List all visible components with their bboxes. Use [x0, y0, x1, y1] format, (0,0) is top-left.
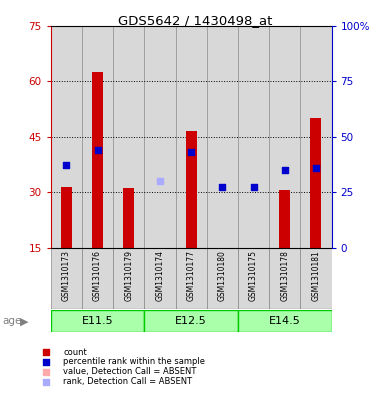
Point [94, 147, 101, 153]
Bar [176, 26, 207, 248]
Text: age: age [2, 316, 21, 326]
Bar [113, 248, 144, 309]
Bar [157, 248, 163, 250]
Bar [186, 131, 197, 248]
Point [219, 184, 225, 190]
Point [43, 359, 49, 365]
Bar [238, 248, 269, 309]
Bar [144, 248, 176, 309]
Text: GSM1310175: GSM1310175 [249, 250, 258, 301]
Bar [144, 310, 238, 332]
Bar [61, 187, 72, 248]
Bar [113, 26, 144, 248]
Text: count: count [64, 347, 87, 356]
Text: GSM1310179: GSM1310179 [124, 250, 133, 301]
Bar [123, 188, 134, 248]
Bar [82, 248, 113, 309]
Text: E14.5: E14.5 [269, 316, 301, 326]
Bar [300, 26, 332, 248]
Bar [176, 248, 207, 309]
Text: GSM1310180: GSM1310180 [218, 250, 227, 301]
Bar [144, 26, 176, 248]
Text: GSM1310173: GSM1310173 [62, 250, 71, 301]
Text: GSM1310178: GSM1310178 [280, 250, 289, 301]
Point [250, 184, 257, 190]
Point [313, 165, 319, 171]
Bar [269, 248, 300, 309]
Text: E11.5: E11.5 [82, 316, 113, 326]
Point [188, 149, 194, 155]
Point [43, 379, 49, 385]
Point [282, 167, 288, 173]
Bar [279, 190, 290, 248]
Bar [207, 26, 238, 248]
Text: rank, Detection Call = ABSENT: rank, Detection Call = ABSENT [64, 377, 193, 386]
Point [43, 349, 49, 355]
Text: GSM1310177: GSM1310177 [186, 250, 196, 301]
Bar [251, 248, 256, 251]
Bar [51, 310, 144, 332]
Point [157, 178, 163, 184]
Text: GDS5642 / 1430498_at: GDS5642 / 1430498_at [118, 14, 272, 27]
Text: GSM1310174: GSM1310174 [155, 250, 165, 301]
Bar [269, 26, 300, 248]
Bar [238, 310, 332, 332]
Bar [51, 26, 82, 248]
Bar [207, 248, 238, 309]
Bar [51, 248, 82, 309]
Text: GSM1310176: GSM1310176 [93, 250, 102, 301]
Point [43, 369, 49, 375]
Text: value, Detection Call = ABSENT: value, Detection Call = ABSENT [64, 367, 197, 376]
Bar [300, 248, 332, 309]
Text: ▶: ▶ [20, 316, 29, 326]
Text: percentile rank within the sample: percentile rank within the sample [64, 358, 206, 366]
Bar [92, 72, 103, 248]
Point [63, 162, 69, 169]
Bar [238, 26, 269, 248]
Bar [82, 26, 113, 248]
Text: GSM1310181: GSM1310181 [311, 250, 321, 301]
Bar [310, 118, 321, 248]
Text: E12.5: E12.5 [175, 316, 207, 326]
